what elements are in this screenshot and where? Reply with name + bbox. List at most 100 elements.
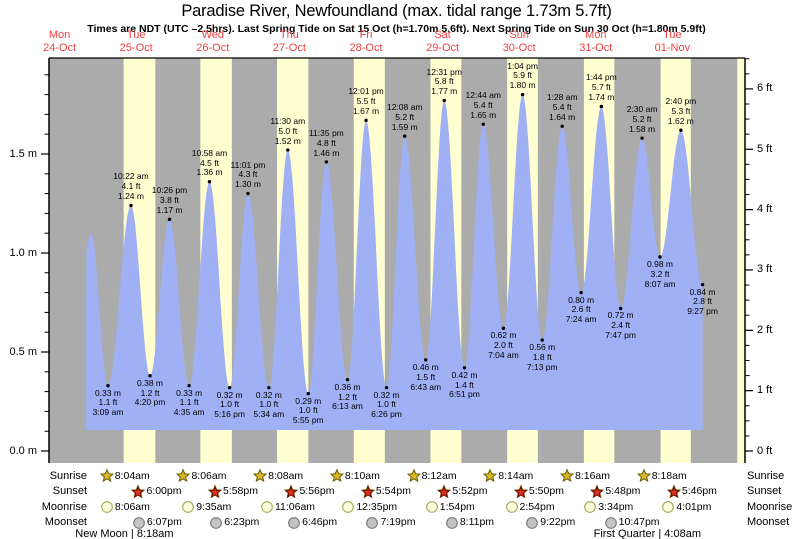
sunset-icon (590, 483, 605, 498)
tide-extreme-dot (462, 366, 467, 370)
tide-extreme-dot (540, 338, 544, 342)
y-axis-right-label: 2 ft (757, 323, 773, 336)
sunrise-icon (99, 468, 114, 483)
tide-extreme-dot (640, 136, 644, 140)
sunrise-time: 8:18am (651, 469, 687, 482)
tide-low-label: 0.29 m 1.0 ft 5:55 pm (292, 395, 324, 426)
tide-high-label: 10:26 pm 3.8 ft 1.17 m (151, 185, 188, 215)
tide-extreme-dot (167, 217, 172, 222)
sunset-icon (666, 483, 682, 498)
sunrise-time: 8:10am (344, 469, 380, 482)
moonrise-time: 12:35pm (356, 500, 398, 513)
sunrise-icon (252, 468, 268, 483)
moonset-time: 6:23pm (224, 516, 260, 528)
tide-high-label: 1:28 am 5.4 ft 1.64 m (546, 92, 578, 122)
sunrise-time: 8:16am (574, 469, 611, 482)
row-label-right-sunset: Sunset (747, 485, 782, 497)
day-label: Thu 27-Oct (272, 29, 306, 54)
moonset-icon (288, 516, 300, 529)
tide-low-label: 0.98 m 3.2 ft 8:07 am (644, 258, 676, 289)
tide-extreme-dot (679, 128, 683, 132)
tide-high-label: 12:31 pm 5.8 ft 1.77 m (426, 66, 462, 97)
moonset-icon (445, 516, 458, 529)
tide-extreme-dot (227, 385, 232, 390)
sunset-icon (284, 483, 299, 498)
tide-low-label: 0.56 m 1.8 ft 7:13 pm (526, 342, 558, 372)
sunset-icon (207, 483, 223, 498)
tide-high-label: 1:04 pm 5.9 ft 1.80 m (507, 60, 538, 91)
tide-extreme-dot (700, 282, 705, 287)
sunrise-time: 8:08am (268, 469, 304, 482)
moonrise-icon (584, 501, 597, 513)
moonset-time: 8:11pm (459, 516, 495, 528)
tide-extreme-dot (520, 92, 525, 97)
tide-low-label: 0.84 m 2.8 ft 9:27 pm (687, 286, 718, 317)
moonrise-icon (662, 501, 675, 513)
sunset-time: 5:50pm (528, 485, 564, 497)
moonrise-icon (342, 501, 355, 513)
sunset-icon (360, 483, 376, 498)
tide-high-label: 10:58 am 4.5 ft 1.36 m (191, 147, 228, 178)
page-title: Paradise River, Newfoundland (max. tidal… (181, 2, 612, 20)
sunset-icon (513, 483, 529, 498)
moonrise-time: 3:34pm (598, 500, 634, 513)
tide-low-label: 0.72 m 2.4 ft 7:47 pm (605, 310, 636, 341)
sunset-icon (131, 483, 146, 498)
tide-extreme-dot (403, 134, 407, 138)
tide-high-label: 2:40 pm 5.3 ft 1.62 m (665, 96, 697, 126)
y-axis-right-label: 5 ft (757, 142, 773, 155)
moonrise-icon (425, 501, 438, 513)
sunrise-icon (636, 468, 651, 483)
sunset-time: 5:54pm (375, 485, 411, 497)
y-axis-right-label: 3 ft (757, 263, 773, 276)
tide-extreme-dot (599, 104, 604, 109)
moonrise-time: 4:01pm (676, 500, 712, 513)
day-label: Mon 24-Oct (43, 29, 77, 54)
tide-extreme-dot (442, 98, 446, 103)
moonset-icon (366, 516, 379, 529)
sunrise-icon (559, 468, 575, 483)
tide-extreme-dot (106, 383, 110, 388)
tide-low-label: 0.80 m 2.6 ft 7:24 am (565, 294, 597, 325)
day-label: Sun 30-Oct (502, 29, 536, 54)
tide-high-label: 2:30 am 5.2 ft 1.58 m (626, 104, 658, 134)
tide-curve (86, 94, 703, 430)
tide-extreme-dot (324, 160, 329, 164)
tide-extreme-dot (560, 124, 564, 128)
moonrise-time: 8:06am (114, 500, 150, 513)
sunset-time: 5:46pm (681, 485, 717, 497)
tide-high-label: 11:35 pm 4.8 ft 1.46 m (308, 127, 344, 158)
sunrise-time: 8:12am (421, 469, 457, 482)
moonrise-time: 2:54pm (519, 500, 555, 513)
tide-high-label: 12:44 am 5.4 ft 1.65 m (465, 90, 501, 120)
sunrise-icon (329, 468, 345, 483)
tide-extreme-dot (658, 255, 662, 259)
tide-low-label: 0.32 m 1.0 ft 5:34 am (253, 389, 285, 420)
row-label-left-moonrise: Moonrise (41, 500, 87, 513)
tide-high-label: 12:01 pm 5.5 ft 1.67 m (348, 86, 384, 116)
moonrise-icon (182, 501, 195, 513)
moonset-time: 7:19pm (380, 516, 416, 528)
moonrise-icon (505, 501, 518, 513)
tide-extreme-dot (246, 191, 250, 196)
y-axis-left-label: 1.0 m (9, 246, 37, 259)
tide-extreme-dot (267, 385, 271, 390)
moonset-icon (604, 516, 617, 529)
y-axis-left-label: 0.0 m (9, 444, 37, 457)
tide-extreme-dot (286, 148, 290, 152)
tide-low-label: 0.38 m 1.2 ft 4:20 pm (134, 377, 166, 408)
row-label-right-sunrise: Sunrise (747, 469, 785, 482)
tide-low-label: 0.46 m 1.5 ft 6:43 am (410, 361, 442, 392)
y-axis-left-label: 1.5 m (9, 147, 37, 160)
tide-high-label: 11:30 am 5.0 ft 1.52 m (270, 116, 306, 146)
moon-phase-label: New Moon | 8:18am (75, 527, 174, 539)
sunrise-icon (483, 468, 498, 483)
y-axis-right-label: 4 ft (757, 203, 773, 216)
moonset-icon (210, 516, 223, 529)
day-label: Sat 29-Oct (426, 29, 460, 54)
day-label: Fri 28-Oct (349, 29, 383, 54)
moonset-icon (526, 516, 539, 529)
day-label: Tue 25-Oct (119, 29, 153, 54)
tide-extreme-dot (306, 391, 310, 396)
tide-low-label: 0.33 m 1.1 ft 4:35 am (173, 387, 205, 418)
